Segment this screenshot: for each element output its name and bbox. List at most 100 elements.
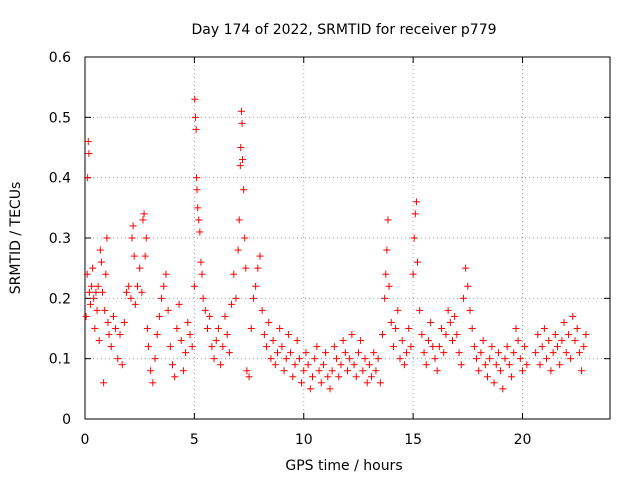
data-point [573,325,581,332]
data-point [267,355,275,363]
data-point [230,270,238,278]
data-point [538,343,546,351]
data-point [130,252,138,260]
data-point [455,349,463,357]
data-point [93,306,101,314]
data-point [104,318,112,326]
x-tick-label: 0 [81,432,90,448]
data-point [258,306,266,314]
data-point [83,270,91,278]
y-tick-label: 0.1 [49,352,71,368]
data-point [335,373,343,381]
data-point [256,252,264,260]
data-point [100,379,108,387]
data-point [357,337,365,345]
data-point [381,294,389,302]
data-point [198,270,206,278]
data-point [407,343,415,351]
data-point [510,349,518,357]
data-point [446,318,454,326]
data-point [193,174,201,182]
data-point [243,367,251,375]
data-point [194,204,202,212]
data-point [384,216,392,224]
data-point [488,343,496,351]
data-point [235,216,243,224]
data-point [269,337,277,345]
data-point [468,325,476,332]
data-point [102,270,110,278]
data-point [271,361,279,369]
data-point [363,379,371,387]
data-point [449,337,456,345]
data-point [236,162,244,170]
data-point [247,325,255,332]
data-point [208,343,216,351]
data-point [295,355,303,363]
data-point [519,367,526,375]
plot-frame [84,56,611,420]
data-point [442,331,450,339]
data-point [175,300,183,308]
data-point [252,282,260,290]
y-tick-label: 0 [62,412,71,428]
data-point [534,331,542,339]
data-point [497,367,505,375]
data-point [123,288,131,296]
data-point [418,331,426,339]
data-point [287,349,295,357]
data-point [239,156,246,164]
data-point [85,288,93,296]
data-point [382,270,390,278]
data-point [505,361,513,369]
data-point [499,385,507,393]
data-point [237,144,245,151]
data-point [186,331,194,339]
data-point [142,234,150,242]
data-point [234,246,242,254]
data-point [337,361,345,369]
data-point [151,355,159,363]
data-point [82,312,90,320]
data-point [346,355,354,363]
data-point [155,312,163,320]
data-point [451,312,459,320]
data-point [315,367,323,375]
y-tick-label: 0.4 [49,171,71,187]
data-point [420,349,428,357]
data-points [82,95,590,393]
data-point [141,252,149,260]
data-point [127,294,135,302]
data-point [212,337,220,345]
data-point [532,349,540,357]
chart-title: Day 174 of 2022, SRMTID for receiver p77… [191,22,496,38]
data-point [204,325,211,332]
x-tick-label: 10 [295,432,313,448]
data-point [462,264,470,272]
data-point [129,222,137,230]
y-axis-title: SRMTID / TECUs [8,182,24,295]
data-point [171,373,179,381]
data-point [134,282,141,290]
data-point [501,355,509,363]
data-point [554,343,561,351]
data-point [96,246,104,254]
data-point [459,294,467,302]
data-point [147,367,155,375]
data-point [359,367,367,375]
data-point [416,306,424,314]
data-point [427,318,435,326]
data-point [512,325,520,332]
data-point [379,331,386,339]
data-point [326,385,334,393]
data-point [92,288,100,296]
data-point [440,349,448,357]
data-point [414,258,421,266]
data-point [328,367,336,375]
data-point [105,331,113,339]
y-tick-label: 0.2 [49,291,71,307]
data-point [144,343,152,351]
data-point [309,373,316,381]
data-point [91,325,99,332]
data-point [228,300,236,308]
